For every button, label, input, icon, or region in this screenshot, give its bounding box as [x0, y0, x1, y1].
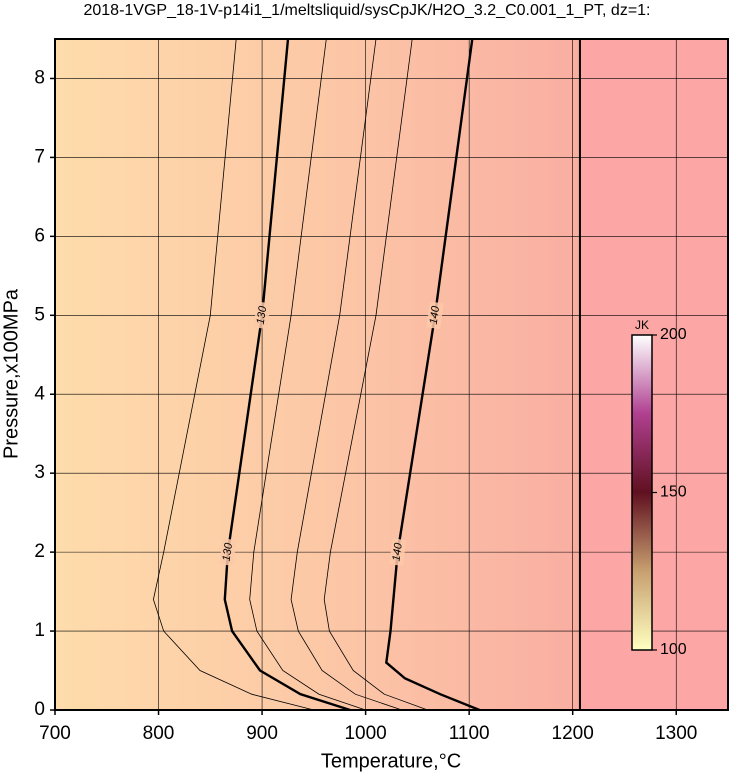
contour-label-group: 130: [219, 538, 237, 566]
contour-label: 140: [428, 304, 443, 325]
contour-line: [152, 38, 314, 711]
colorbar-tick-label: 100: [660, 641, 687, 658]
colorbar-label: JK: [635, 318, 649, 332]
contour-label-bg: [388, 538, 407, 566]
contour-label-bg: [219, 538, 237, 566]
x-tick-label: 1200: [552, 723, 594, 744]
colorbar: [631, 334, 653, 651]
contour-line: [323, 38, 428, 711]
y-tick-label: 4: [34, 383, 45, 404]
background: [579, 39, 728, 710]
y-tick-label: 0: [34, 699, 45, 720]
colorbar-tick-label: 150: [660, 484, 687, 501]
contour-label: 130: [255, 304, 270, 325]
y-axis-label: Pressure,x100MPa: [0, 288, 22, 459]
y-tick-label: 6: [34, 225, 45, 246]
contour-label-group: 140: [426, 301, 444, 330]
contour-line: [223, 38, 351, 712]
x-tick-label: 1300: [655, 723, 697, 744]
contour-label-bg: [426, 301, 444, 330]
plot-frame: [54, 38, 729, 711]
y-tick-label: 1: [34, 620, 45, 641]
chart-title: 2018-1VGP_18-1V-p14i1_1/meltsliquid/sysC…: [83, 2, 650, 19]
y-tick-label: 7: [34, 146, 45, 167]
contour-label-group: 130: [253, 301, 271, 330]
background: [55, 39, 580, 710]
x-tick-label: 1100: [449, 723, 490, 744]
x-tick-label: 800: [143, 723, 175, 744]
y-tick-label: 3: [34, 462, 45, 483]
x-tick-label: 900: [246, 723, 278, 744]
x-tick-label: 1000: [344, 723, 386, 744]
contour-line: [249, 38, 366, 711]
contour-line: [290, 38, 403, 711]
y-tick-label: 2: [34, 541, 45, 562]
contour-label: 130: [221, 541, 236, 562]
contour-line: [385, 38, 480, 712]
contour-label-group: 140: [388, 538, 407, 566]
x-tick-label: 700: [39, 723, 71, 744]
contour-label-bg: [253, 301, 271, 330]
colorbar-tick-label: 200: [660, 326, 687, 343]
y-tick-label: 5: [34, 304, 45, 325]
y-tick-label: 8: [34, 67, 45, 88]
x-axis-label: Temperature,°C: [321, 750, 461, 772]
contour-label: 140: [390, 541, 405, 562]
